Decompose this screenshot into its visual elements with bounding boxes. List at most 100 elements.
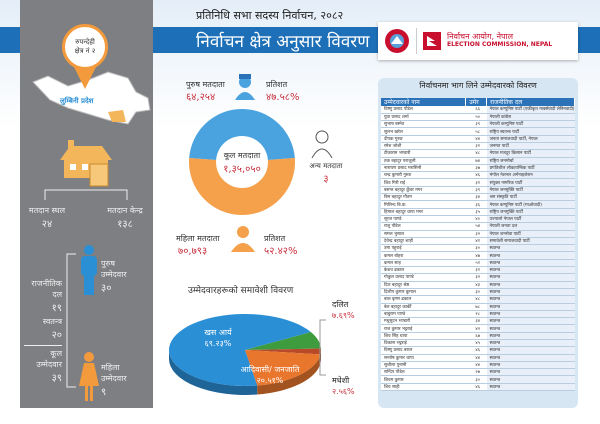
candidate-party: नेपाली कांग्रेस — [486, 113, 575, 122]
candidate-name: शिवम कुमार — [381, 375, 466, 384]
candidate-name: विष्णु प्रसाद पौडेल — [381, 106, 466, 114]
polling-centers-label: मतदान केन्द्र — [107, 206, 143, 215]
candidate-party: स्वतन्त्र — [486, 251, 575, 260]
other-voter-icon — [311, 130, 333, 158]
pie-title: उम्मेदवारहरूको समावेशी विवरण — [188, 286, 294, 296]
candidate-party: मंगोल नेशनल अर्गनाइजेसन — [486, 171, 575, 180]
candidate-name: उमा पहुराई — [381, 244, 466, 253]
table-row: राज कुमार भट्टराई ४२ स्वतन्त्र — [381, 324, 575, 333]
candidate-name: हिमाल बहादुर थापा मगर — [381, 208, 466, 216]
candidate-age: ३१ — [465, 142, 487, 151]
commission-flag-icon — [423, 32, 441, 50]
candidate-age: ६६ — [465, 106, 487, 114]
candidate-name: राज कुमार भट्टराई — [381, 324, 466, 333]
candidate-party: स्वतन्त्र — [486, 273, 575, 282]
candidate-age: ३५ — [465, 208, 487, 216]
donut-segment-male — [189, 109, 295, 161]
nepal-emblem-icon — [385, 29, 409, 53]
candidate-age: ५० — [465, 113, 487, 122]
table-row: नारायण प्रसाद मरासिनी ३७ प्रगतिशील लोकतान्… — [381, 164, 575, 173]
pie-label-name: मधेशी — [332, 375, 350, 385]
constituency-pin: रुपन्देही क्षेत्र नं २ — [62, 24, 108, 70]
candidate-party: नेपाल कम्युनिष्ट पार्टी (माओवादी) — [486, 200, 575, 209]
pie-side — [257, 354, 321, 395]
candidate-party: स्वतन्त्र — [486, 303, 575, 311]
table-row: सुशीला पुनामी ४४ स्वतन्त्र — [381, 361, 575, 370]
candidate-age: ७८ — [465, 303, 487, 311]
male-candidate-icon — [81, 245, 97, 295]
pie-label-name: खस आर्य — [204, 327, 232, 337]
candidate-party: स्वतन्त्र — [486, 288, 575, 297]
candidate-name: विकास भट्टराई — [381, 339, 466, 348]
candidate-age: ३१ — [465, 178, 487, 187]
candidate-name: मिलिन्द बि.क. — [381, 200, 466, 209]
candidate-name: बिम बहादुर गौतम — [381, 193, 466, 202]
table-row: तक बहादुर पराजुली ७४ राष्ट्रिय जनमोर्चा — [381, 157, 575, 165]
table-row: राजु पौडेल ५४ नेपाली जनता दल — [381, 222, 575, 231]
candidate-party: नेपाली जनता दल — [486, 222, 575, 231]
table-row: विष्णु प्रसाद पौडेल ६६ नेपाल कम्युनिष्ट पा… — [381, 106, 575, 114]
candidate-age: ६७ — [465, 332, 487, 341]
province-name: लुम्बिनी प्रदेश — [60, 97, 94, 105]
candidate-age: ५८ — [465, 127, 487, 136]
candidate-name: राजु पौडेल — [381, 222, 466, 231]
pie-slice — [245, 348, 321, 355]
total-candidates-label: कूल उम्मेदवार — [36, 349, 62, 369]
candidate-age: ५४ — [465, 222, 487, 231]
table-row: केशव ढकाल ३१ स्वतन्त्र — [381, 266, 575, 275]
polling-house-icon — [60, 140, 112, 187]
male-pct: ४७.५८% — [266, 92, 300, 103]
candidate-age: ४४ — [465, 354, 487, 362]
table-row: देवेन्द्र बहादुर शाही ४१ समावेशी समाजवादी … — [381, 237, 575, 246]
polling-places-label: मतदान स्थल — [28, 206, 66, 215]
candidate-party: स्वतन्त्र — [486, 266, 575, 275]
candidate-name: देवेन्द्र बहादुर शाही — [381, 237, 466, 246]
candidate-party: स्वतन्त्र — [486, 346, 575, 355]
candidate-age: ३९ — [465, 186, 487, 195]
candidate-age: ५१ — [465, 259, 487, 268]
candidate-age: ३२ — [465, 273, 487, 282]
candidate-age: ४३ — [465, 281, 487, 289]
candidate-name: युवा प्रसाद शर्मा — [381, 113, 466, 122]
table-row: उमा पहुराई ३० स्वतन्त्र — [381, 244, 575, 253]
table-row: सन्दिप पौडेल २७ स्वतन्त्र — [381, 368, 575, 377]
candidate-party: स्वतन्त्र — [486, 324, 575, 333]
candidate-name: दिलीप कुमार कुमाल — [381, 288, 466, 297]
polling-centers-count: १३८ — [117, 219, 133, 230]
candidate-age: ३२ — [465, 230, 487, 238]
female-voter-icon — [231, 226, 255, 252]
pie-label-label: २०.५१% — [257, 376, 284, 385]
voter-donut-chart — [189, 109, 295, 215]
other-voters-label: अन्य मतदाता — [309, 162, 343, 170]
candidate-party: जनता समाजवादी पार्टी, नेपाल — [486, 135, 575, 144]
table-row: बेल बहादुर कार्की ७८ स्वतन्त्र — [381, 303, 575, 311]
candidate-name: शिव गिरी राई — [381, 178, 466, 187]
candidate-table-title: निर्वाचनमा भाग लिने उम्मेदवारको विवरण — [419, 81, 537, 90]
candidate-name: गोकुल प्रसाद पाण्डे — [381, 273, 466, 282]
candidate-age: ४६ — [465, 346, 487, 355]
candidate-age: ३० — [465, 244, 487, 253]
independent-count: २० — [51, 330, 62, 341]
candidate-party: स्वतन्त्र — [486, 375, 575, 384]
table-row: रमेश जोशी ३१ जनमत पार्टी — [381, 142, 575, 151]
table-row: बिम बहादुर गौतम ३४ श्रम संस्कृति पार्टी — [381, 193, 575, 202]
candidate-age: ३४ — [465, 317, 487, 326]
table-row: विकास भट्टराई ४५ स्वतन्त्र — [381, 339, 575, 348]
table-row: सूरज पाण्डे ४० उज्यालो नेपाल पार्टी — [381, 215, 575, 224]
female-candidate-icon — [79, 352, 99, 401]
table-row: शिव साही ४६ स्वतन्त्र — [381, 383, 575, 392]
table-row: दिल बहादुर श्रेष्ठ ४३ स्वतन्त्र — [381, 281, 575, 289]
candidate-name: चन्द्र कुमारी गुरुङ — [381, 171, 466, 180]
branch-arrows-icon — [44, 189, 128, 200]
candidate-name: टीकाराम भण्डारी — [381, 149, 466, 158]
candidate-party: स्वतन्त्र — [486, 317, 575, 326]
table-row: शिवम कुमार ३० स्वतन्त्र — [381, 375, 575, 384]
candidate-party: स्वतन्त्र — [486, 281, 575, 289]
female-candidate-count: ९ — [101, 387, 107, 398]
candidate-age: ४१ — [465, 237, 487, 246]
nepal-map-icon — [32, 71, 151, 125]
candidate-age: ४८ — [465, 149, 487, 158]
candidate-age: ४४ — [465, 135, 487, 144]
candidate-name: कमल साह — [381, 259, 466, 268]
candidate-name: बाल कृष्ण ढकाल — [381, 295, 466, 304]
